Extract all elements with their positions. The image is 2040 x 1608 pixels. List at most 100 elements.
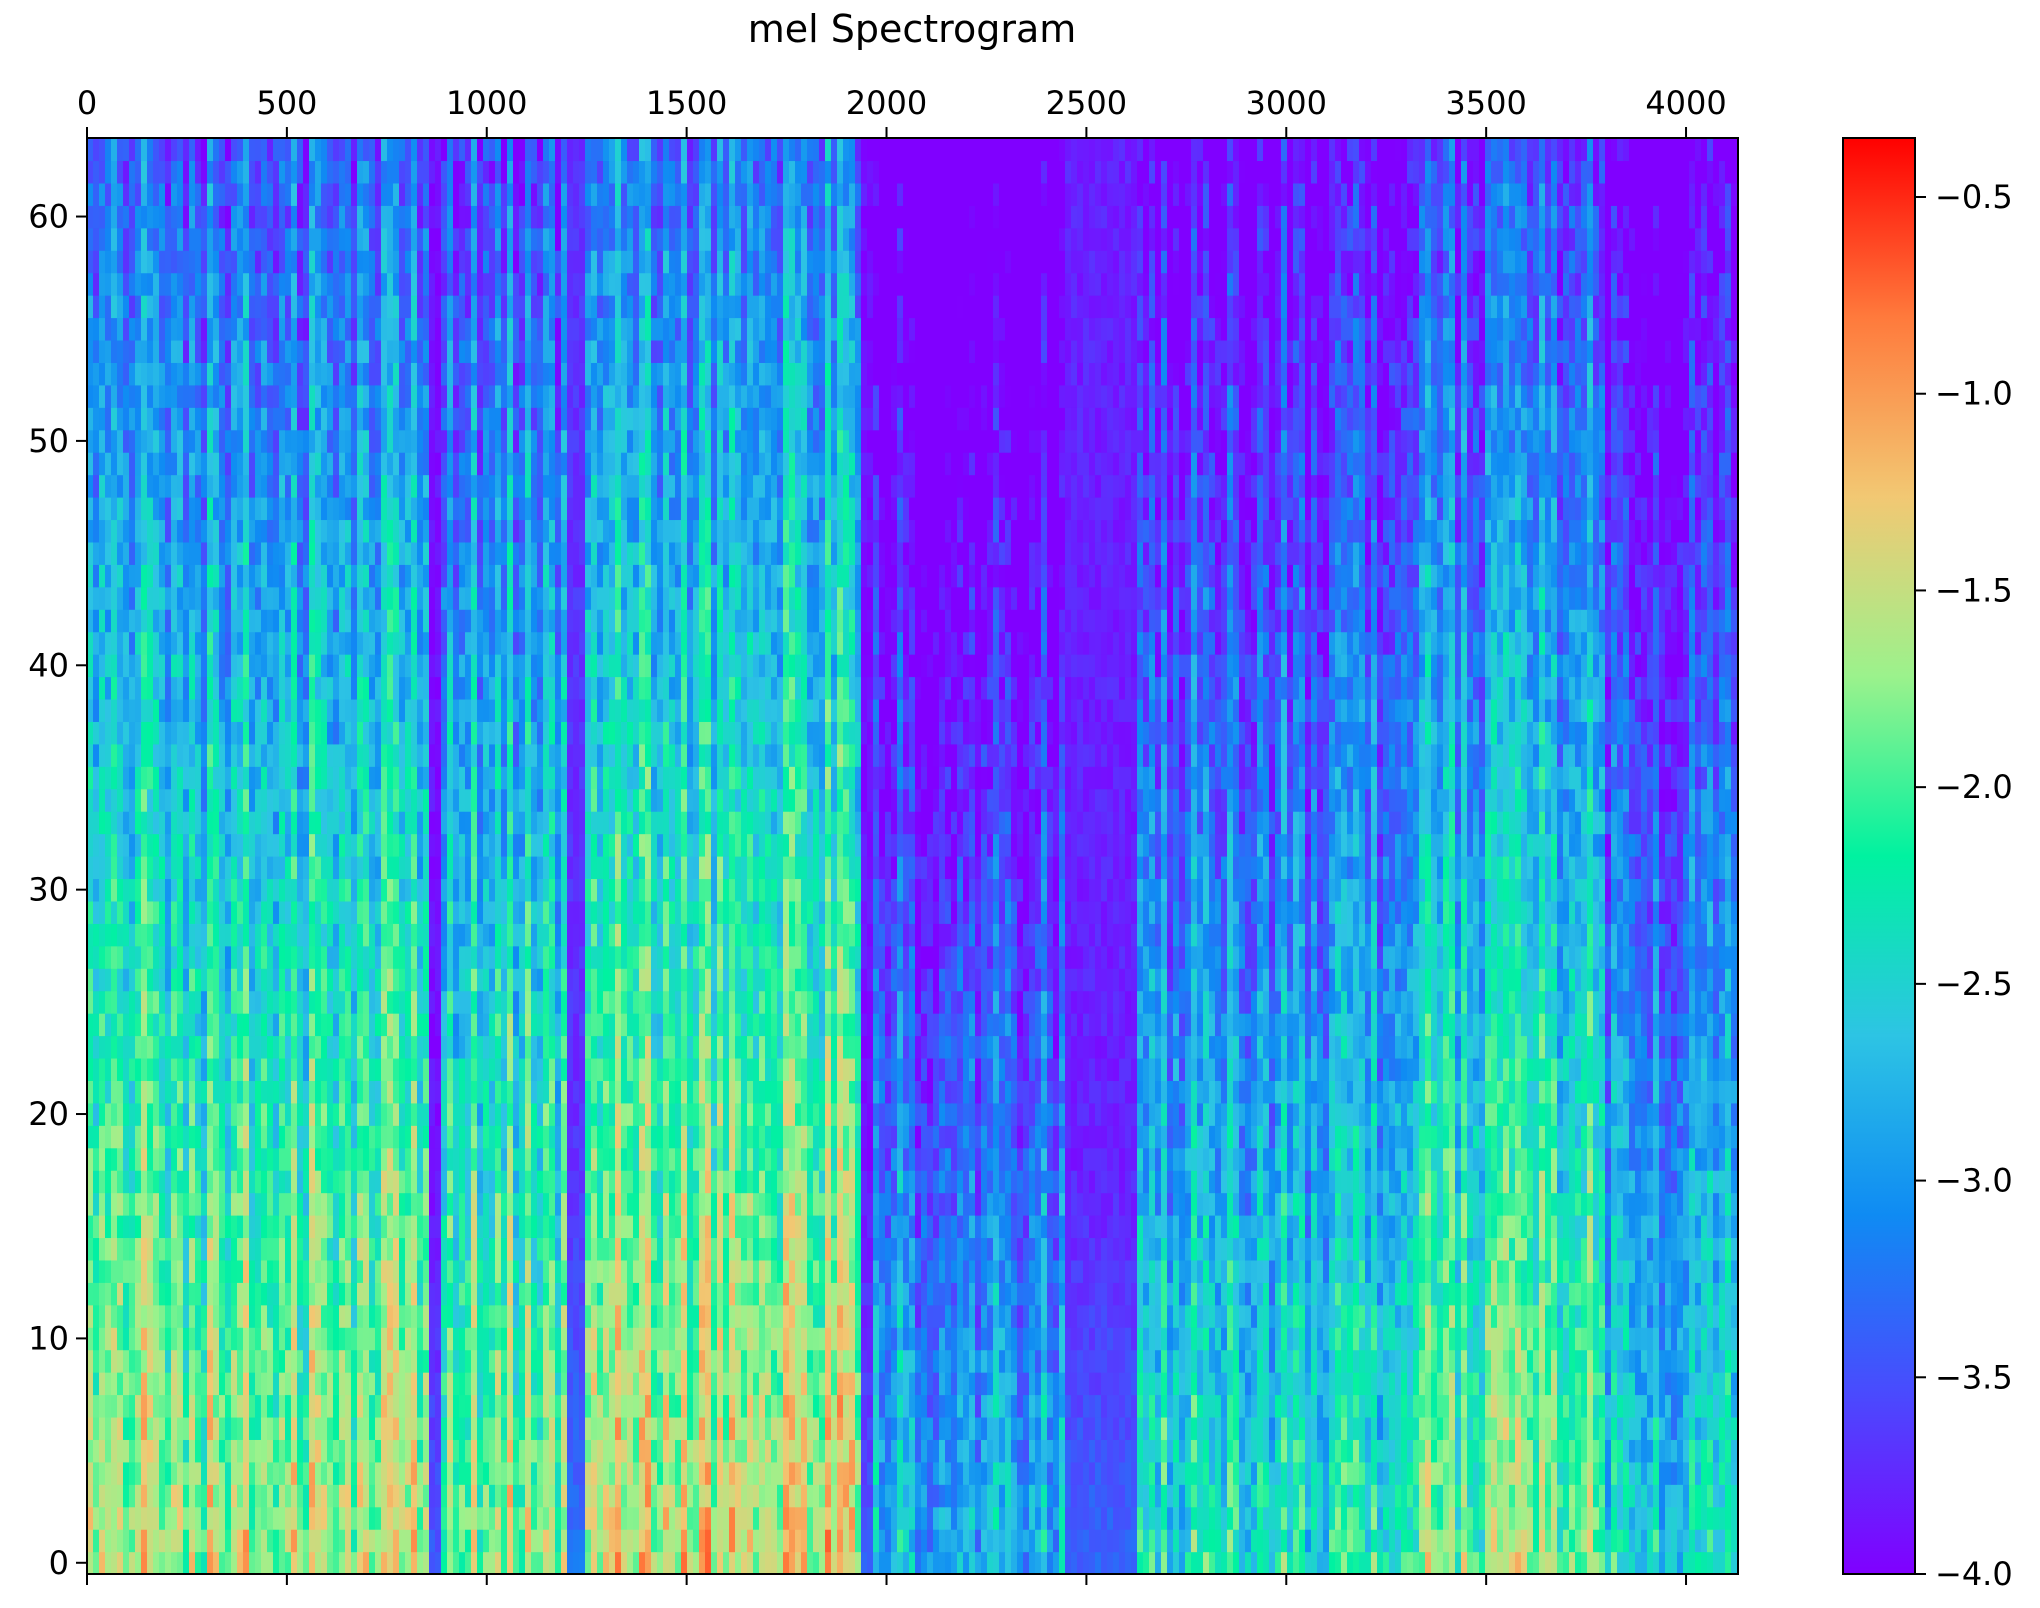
heatmap-cell bbox=[225, 1215, 232, 1239]
heatmap-cell bbox=[405, 631, 412, 655]
heatmap-cell bbox=[279, 1215, 286, 1239]
heatmap-cell bbox=[435, 856, 442, 880]
heatmap-cell bbox=[357, 766, 364, 790]
heatmap-cell bbox=[147, 1125, 154, 1149]
heatmap-cell bbox=[123, 1237, 130, 1261]
heatmap-cell bbox=[279, 1259, 286, 1283]
heatmap-cell bbox=[447, 1192, 454, 1216]
heatmap-cell bbox=[375, 1304, 382, 1328]
heatmap-cell bbox=[93, 743, 100, 767]
heatmap-cell bbox=[393, 1215, 400, 1239]
heatmap-cell bbox=[135, 833, 142, 857]
heatmap-cell bbox=[441, 856, 448, 880]
heatmap-cell bbox=[543, 676, 550, 700]
heatmap-cell bbox=[405, 182, 412, 206]
heatmap-cell bbox=[141, 474, 148, 498]
heatmap-cell bbox=[339, 1282, 346, 1306]
heatmap-cell bbox=[123, 429, 130, 453]
heatmap-cell bbox=[447, 945, 454, 969]
heatmap-cell bbox=[513, 1013, 520, 1037]
heatmap-cell bbox=[339, 698, 346, 722]
heatmap-cell bbox=[351, 1461, 358, 1485]
heatmap-cell bbox=[147, 654, 154, 678]
heatmap-cell bbox=[201, 317, 208, 341]
heatmap-cell bbox=[357, 586, 364, 610]
heatmap-cell bbox=[393, 1327, 400, 1351]
heatmap-cell bbox=[411, 564, 418, 588]
heatmap-cell bbox=[129, 743, 136, 767]
heatmap-cell bbox=[411, 1372, 418, 1396]
heatmap-cell bbox=[201, 1102, 208, 1126]
heatmap-cell bbox=[327, 1327, 334, 1351]
heatmap-cell bbox=[183, 923, 190, 947]
heatmap-cell bbox=[525, 227, 532, 251]
heatmap-cell bbox=[375, 138, 382, 162]
heatmap-cell bbox=[309, 1416, 316, 1440]
heatmap-cell bbox=[345, 1506, 352, 1530]
heatmap-cell bbox=[471, 654, 478, 678]
heatmap-cell bbox=[423, 1551, 430, 1574]
heatmap-cell bbox=[345, 429, 352, 453]
heatmap-cell bbox=[87, 182, 94, 206]
heatmap-cell bbox=[471, 474, 478, 498]
heatmap-cell bbox=[249, 339, 256, 363]
heatmap-cell bbox=[213, 609, 220, 633]
heatmap-cell bbox=[285, 721, 292, 745]
heatmap-cell bbox=[441, 497, 448, 521]
heatmap-cell bbox=[441, 788, 448, 812]
heatmap-cell bbox=[405, 1304, 412, 1328]
heatmap-cell bbox=[129, 295, 136, 319]
heatmap-cell bbox=[369, 541, 376, 565]
heatmap-cell bbox=[459, 429, 466, 453]
heatmap-cell bbox=[477, 182, 484, 206]
heatmap-cell bbox=[321, 250, 328, 274]
heatmap-cell bbox=[369, 900, 376, 924]
heatmap-cell bbox=[489, 1484, 496, 1508]
heatmap-cell bbox=[447, 1259, 454, 1283]
heatmap-cell bbox=[393, 900, 400, 924]
heatmap-cell bbox=[303, 1529, 310, 1553]
heatmap-cell bbox=[477, 698, 484, 722]
heatmap-cell bbox=[99, 407, 106, 431]
heatmap-cell bbox=[201, 1484, 208, 1508]
heatmap-cell bbox=[369, 586, 376, 610]
heatmap-cell bbox=[213, 654, 220, 678]
heatmap-cell bbox=[489, 1013, 496, 1037]
heatmap-cell bbox=[447, 743, 454, 767]
heatmap-cell bbox=[93, 227, 100, 251]
heatmap-cell bbox=[87, 497, 94, 521]
heatmap-cell bbox=[507, 497, 514, 521]
heatmap-cell bbox=[315, 1237, 322, 1261]
heatmap-cell bbox=[387, 272, 394, 296]
heatmap-cell bbox=[195, 945, 202, 969]
heatmap-cell bbox=[183, 497, 190, 521]
heatmap-cell bbox=[183, 1192, 190, 1216]
heatmap-cell bbox=[387, 407, 394, 431]
heatmap-cell bbox=[357, 878, 364, 902]
heatmap-cell bbox=[261, 900, 268, 924]
heatmap-cell bbox=[195, 205, 202, 229]
heatmap-cell bbox=[495, 1282, 502, 1306]
heatmap-cell bbox=[117, 1461, 124, 1485]
heatmap-cell bbox=[465, 1237, 472, 1261]
heatmap-cell bbox=[465, 1461, 472, 1485]
heatmap-cell bbox=[303, 452, 310, 476]
heatmap-cell bbox=[303, 743, 310, 767]
heatmap-cell bbox=[237, 586, 244, 610]
heatmap-cell bbox=[153, 923, 160, 947]
heatmap-cell bbox=[321, 743, 328, 767]
heatmap-cell bbox=[297, 205, 304, 229]
heatmap-cell bbox=[165, 1035, 172, 1059]
heatmap-cell bbox=[471, 743, 478, 767]
heatmap-cell bbox=[177, 564, 184, 588]
heatmap-cell bbox=[159, 497, 166, 521]
heatmap-cell bbox=[483, 1057, 490, 1081]
heatmap-cell bbox=[165, 317, 172, 341]
heatmap-cell bbox=[303, 564, 310, 588]
heatmap-cell bbox=[111, 900, 118, 924]
heatmap-cell bbox=[255, 1416, 262, 1440]
heatmap-cell bbox=[183, 766, 190, 790]
heatmap-cell bbox=[87, 295, 94, 319]
heatmap-cell bbox=[129, 1057, 136, 1081]
heatmap-cell bbox=[441, 923, 448, 947]
